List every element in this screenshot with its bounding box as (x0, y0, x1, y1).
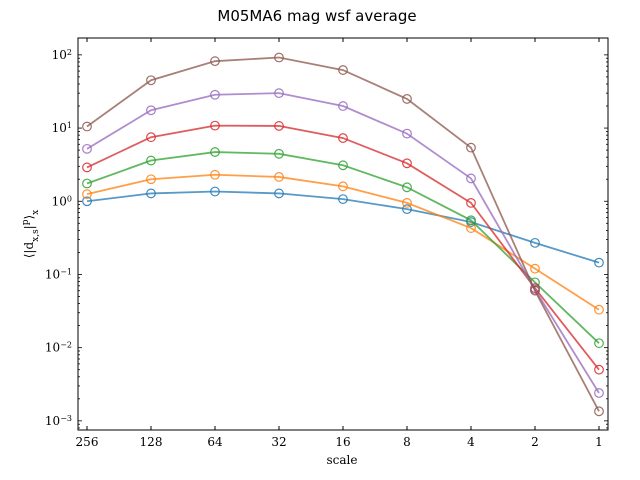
y-tick-label: 102 (52, 47, 72, 62)
data-point (402, 94, 412, 104)
data-point (210, 120, 220, 131)
x-tick-label: 32 (271, 435, 286, 449)
data-point (338, 101, 348, 111)
series-3 (82, 147, 604, 349)
data-point (82, 143, 92, 154)
data-point (210, 147, 220, 157)
data-point (82, 196, 92, 207)
data-point (402, 182, 412, 193)
y-axis: 10−3 10−2 10−1 100 101 102 (45, 47, 608, 429)
series-line (86, 173, 600, 311)
data-point (466, 173, 476, 184)
data-point (146, 75, 156, 86)
data-point (530, 237, 540, 248)
data-point (466, 142, 476, 153)
data-point (466, 215, 476, 226)
y-tick-label: 101 (52, 121, 72, 136)
data-point (210, 56, 220, 67)
data-point (594, 388, 604, 398)
data-point (146, 188, 156, 199)
y-tick-label: 100 (52, 194, 72, 209)
series-line (86, 124, 600, 371)
data-point (146, 155, 156, 166)
x-tick-label: 128 (140, 435, 163, 449)
x-tick-label: 256 (76, 435, 99, 449)
x-axis-label: scale (327, 453, 358, 467)
data-point (594, 364, 604, 375)
plot-frame (77, 37, 609, 431)
data-point (338, 181, 348, 192)
data-point (82, 189, 92, 200)
data-point (274, 188, 284, 199)
data-point (402, 204, 412, 215)
data-point (530, 285, 540, 296)
data-point (82, 121, 92, 132)
x-tick-label: 4 (467, 435, 475, 449)
data-point (274, 172, 284, 182)
x-tick-label: 8 (403, 435, 411, 449)
data-point (338, 194, 348, 205)
data-point (402, 128, 412, 139)
data-point (82, 178, 92, 189)
x-tick-label: 16 (335, 435, 350, 449)
data-point (338, 160, 348, 171)
series-5 (82, 88, 604, 398)
data-point (338, 65, 348, 75)
data-point (210, 169, 220, 180)
x-tick-label: 1 (595, 435, 603, 449)
x-tick-label: 2 (531, 435, 539, 449)
data-point (274, 121, 284, 131)
data-point (594, 257, 604, 268)
data-point (338, 133, 348, 143)
series-line (86, 92, 600, 394)
data-point (146, 132, 156, 143)
data-point (82, 162, 92, 173)
y-axis-label: ⟨|dx,s|p⟩x (21, 210, 41, 259)
data-point (146, 105, 156, 116)
chart-title: M05MA6 mag wsf average (217, 7, 416, 25)
data-point (466, 223, 476, 233)
data-point (274, 52, 284, 63)
y-tick-label: 10−2 (45, 340, 72, 355)
data-point (210, 186, 220, 197)
data-point (530, 263, 540, 274)
series-2 (82, 169, 604, 315)
data-point (594, 406, 604, 417)
data-point (594, 304, 604, 315)
x-axis: 256 128 64 32 16 8 4 2 1 (76, 38, 603, 449)
data-point (274, 148, 284, 159)
data-point (594, 338, 604, 349)
y-tick-label: 10−3 (45, 413, 72, 428)
data-point (402, 158, 412, 169)
series-1 (82, 186, 604, 268)
x-tick-label: 64 (207, 435, 223, 449)
series-line (86, 151, 600, 344)
data-point (146, 174, 156, 185)
data-point (274, 88, 284, 99)
data-point (402, 197, 412, 208)
series-line (86, 56, 600, 412)
data-point (210, 89, 220, 100)
series-line (86, 190, 600, 264)
y-tick-label: 10−1 (45, 267, 72, 282)
data-point (466, 197, 476, 208)
series-6 (82, 52, 604, 417)
series-layer (82, 52, 604, 417)
